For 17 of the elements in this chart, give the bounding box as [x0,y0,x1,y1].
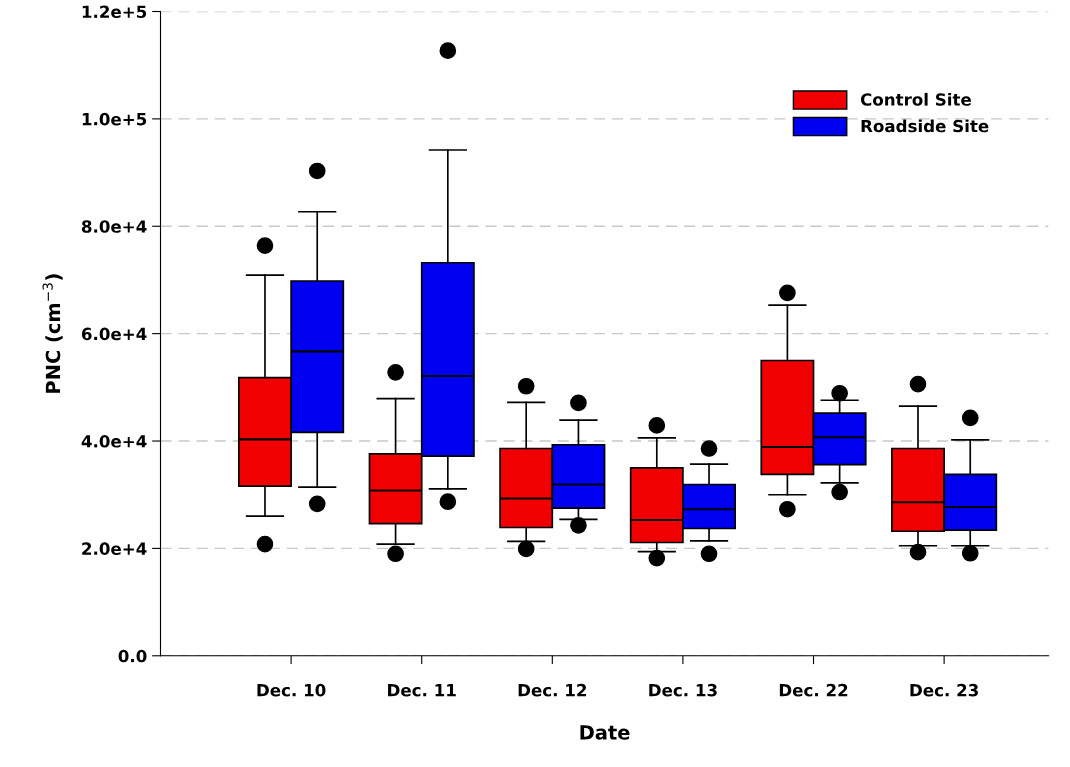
x-tick-label: Dec. 11 [388,684,456,697]
legend-label: Control Site [860,92,971,106]
y-axis-title: PNC (cm$^{−3}$) [42,274,63,393]
y-tick-label: 6.0e+4 [81,327,147,341]
x-tick-label: Dec. 23 [910,683,978,697]
x-tick-label: Dec. 10 [257,683,326,697]
x-tick-label: Dec. 22 [779,683,848,697]
y-tick-label: 0.0 [118,649,147,663]
y-tick-label: 1.0e+5 [82,112,147,126]
x-tick-label: Dec. 13 [649,683,717,697]
y-tick-label: 1.2e+5 [82,5,147,19]
legend-label: Roadside Site [861,119,989,133]
y-tick-label: 8.0e+4 [81,220,147,233]
y-tick-label: 4.0e+4 [81,434,147,448]
x-tick-label: Dec. 12 [518,683,587,697]
y-tick-label: 2.0e+4 [82,542,147,555]
x-axis-title: Date [580,725,630,740]
